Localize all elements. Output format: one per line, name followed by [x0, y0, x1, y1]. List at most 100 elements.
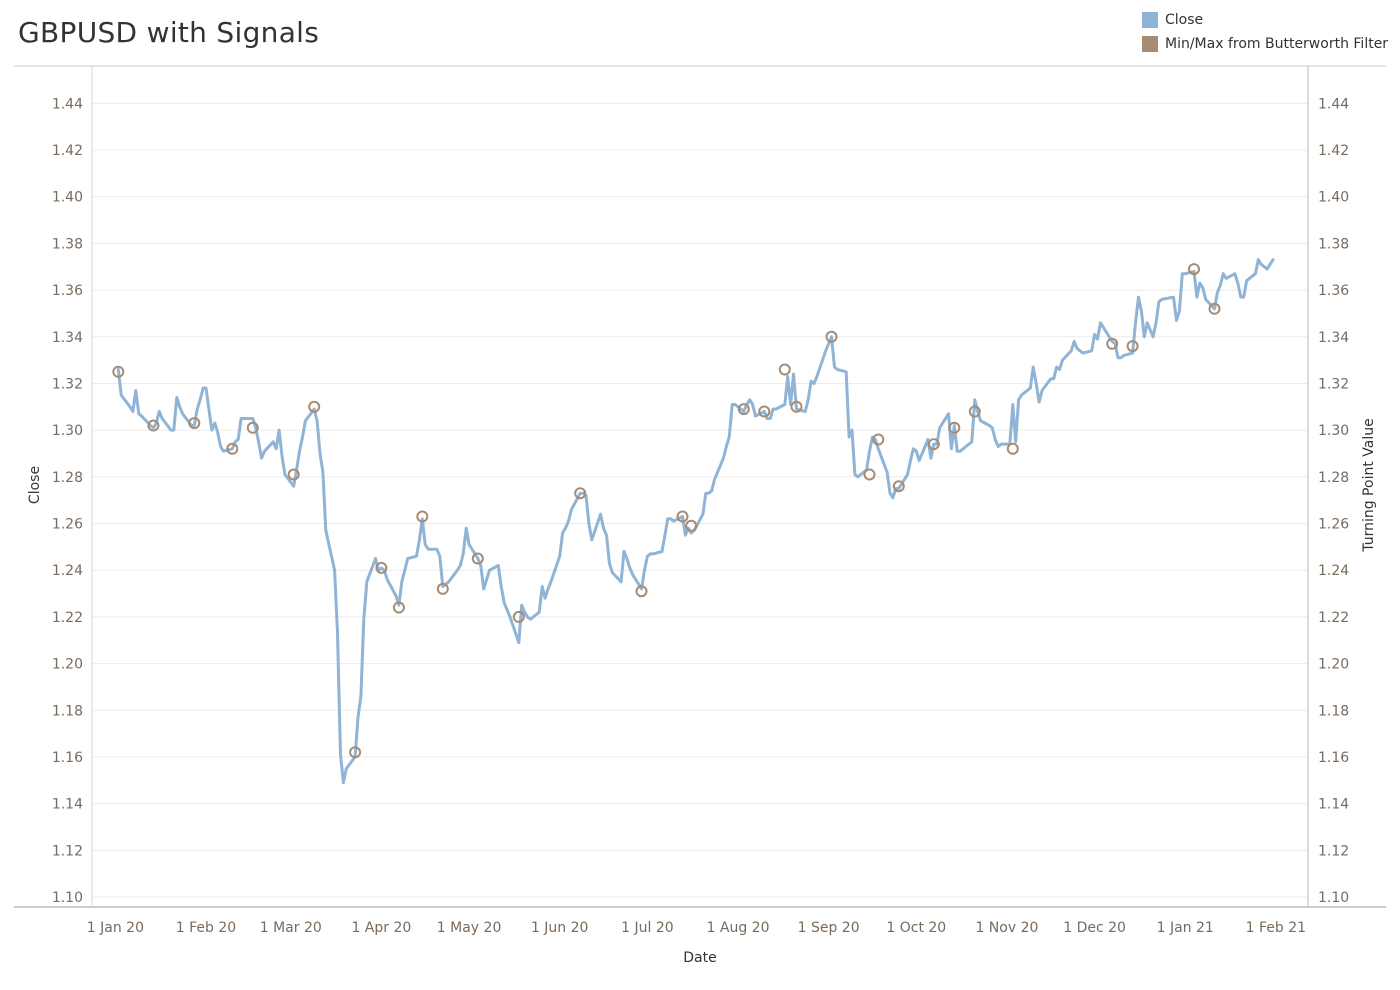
- y-tick-label: 1.18: [52, 703, 83, 719]
- y2-tick-label: 1.36: [1318, 283, 1349, 299]
- series-line-close: [116, 258, 1275, 785]
- line-layer: [116, 258, 1275, 785]
- signal-marker: [892, 480, 905, 493]
- legend-item-signals[interactable]: Min/Max from Butterworth Filter: [1142, 32, 1388, 56]
- legend-swatch-signals: [1142, 36, 1158, 52]
- y2-tick-label: 1.20: [1318, 657, 1349, 673]
- y2-tick-label: 1.38: [1318, 236, 1349, 252]
- signal-marker: [574, 487, 587, 500]
- x-tick-label: 1 Jan 21: [1157, 920, 1214, 936]
- y2-axis-label: Turning Point Value: [1361, 418, 1377, 552]
- signal-marker: [927, 438, 940, 451]
- legend-label-signals: Min/Max from Butterworth Filter: [1165, 36, 1389, 52]
- signal-marker: [308, 400, 321, 413]
- signal-marker: [226, 442, 239, 455]
- x-tick-label: 1 Oct 20: [886, 920, 946, 936]
- y2-tick-label: 1.34: [1318, 330, 1349, 346]
- signal-marker: [112, 365, 125, 378]
- legend-label-close: Close: [1165, 12, 1204, 28]
- signal-marker: [147, 419, 160, 432]
- signal-marker: [436, 582, 449, 595]
- signal-marker: [287, 468, 300, 481]
- signal-marker: [737, 403, 750, 416]
- y-tick-label: 1.36: [52, 283, 83, 299]
- signal-marker: [968, 405, 981, 418]
- y2-tick-label: 1.10: [1318, 890, 1349, 906]
- y2-tick-label: 1.40: [1318, 190, 1349, 206]
- signal-marker: [392, 601, 405, 614]
- x-tick-label: 1 Jan 20: [87, 920, 144, 936]
- signal-marker: [1126, 340, 1139, 353]
- chart-title: GBPUSD with Signals: [18, 16, 320, 49]
- signal-marker: [188, 417, 201, 430]
- signal-marker: [349, 746, 362, 759]
- signal-marker: [416, 510, 429, 523]
- x-tick-label: 1 Dec 20: [1063, 920, 1126, 936]
- x-tick-label: 1 Jun 20: [531, 920, 589, 936]
- signal-marker: [685, 519, 698, 532]
- signal-marker: [1106, 337, 1119, 350]
- y-tick-label: 1.38: [52, 236, 83, 252]
- y-tick-label: 1.30: [52, 423, 83, 439]
- y-tick-label: 1.28: [52, 470, 83, 486]
- marker-layer: [112, 263, 1221, 759]
- signal-marker: [375, 561, 388, 574]
- grid-layer: [92, 102, 1308, 898]
- signal-marker: [471, 552, 484, 565]
- x-tick-layer: 1 Jan 20 1 Feb 20 1 Mar 20 1 Apr 20 1 May 20…: [87, 920, 1306, 936]
- signal-marker: [778, 363, 791, 376]
- y-tick-label: 1.16: [52, 750, 83, 766]
- y-tick-label: 1.32: [52, 376, 83, 392]
- y-tick-label: 1.20: [52, 657, 83, 673]
- legend-item-close[interactable]: Close: [1142, 8, 1388, 32]
- x-tick-label: 1 Mar 20: [260, 920, 322, 936]
- y-tick-label: 1.22: [52, 610, 83, 626]
- x-tick-label: 1 Sep 20: [798, 920, 860, 936]
- x-tick-label: 1 Aug 20: [707, 920, 770, 936]
- y-tick-label: 1.34: [52, 330, 83, 346]
- y-tick-label: 1.12: [52, 843, 83, 859]
- x-tick-label: 1 Feb 21: [1246, 920, 1306, 936]
- y-tick-label: 1.40: [52, 190, 83, 206]
- y2-tick-label: 1.18: [1318, 703, 1349, 719]
- signal-marker: [948, 421, 961, 434]
- y2-tick-label: 1.24: [1318, 563, 1349, 579]
- legend-swatch-close: [1142, 12, 1158, 28]
- y-tick-label: 1.42: [52, 143, 83, 159]
- signal-marker: [872, 433, 885, 446]
- signal-marker: [863, 468, 876, 481]
- y2-tick-label: 1.12: [1318, 843, 1349, 859]
- y-tick-label: 1.14: [52, 797, 83, 813]
- signal-marker: [1208, 302, 1221, 315]
- y2-tick-label: 1.44: [1318, 96, 1349, 112]
- signal-marker: [790, 400, 803, 413]
- signal-marker: [1188, 263, 1200, 276]
- signal-marker: [1006, 442, 1019, 455]
- legend[interactable]: Close Min/Max from Butterworth Filter: [1142, 8, 1388, 56]
- y-tick-label: 1.44: [52, 96, 83, 112]
- y2-tick-label: 1.28: [1318, 470, 1349, 486]
- y-tick-layer: 1.10 1.10 1.12 1.12 1.14 1.14 1.16 1.16 1.18 1.18…: [52, 96, 1349, 906]
- signal-marker: [246, 421, 259, 434]
- x-tick-label: 1 Nov 20: [975, 920, 1038, 936]
- x-tick-label: 1 Feb 20: [176, 920, 236, 936]
- frame-layer: [14, 65, 1386, 908]
- y-tick-label: 1.10: [52, 890, 83, 906]
- y2-tick-label: 1.42: [1318, 143, 1349, 159]
- signal-marker: [758, 405, 771, 418]
- y-axis-label: Close: [27, 466, 43, 504]
- y2-tick-label: 1.14: [1318, 797, 1349, 813]
- y2-tick-label: 1.16: [1318, 750, 1349, 766]
- x-tick-label: 1 May 20: [437, 920, 502, 936]
- signal-marker: [635, 585, 648, 598]
- y2-tick-label: 1.26: [1318, 517, 1349, 533]
- signal-marker: [676, 510, 689, 523]
- x-tick-label: 1 Jul 20: [621, 920, 674, 936]
- y2-tick-label: 1.30: [1318, 423, 1349, 439]
- y2-tick-label: 1.22: [1318, 610, 1349, 626]
- x-tick-label: 1 Apr 20: [351, 920, 411, 936]
- signal-marker: [825, 330, 838, 343]
- signal-marker: [512, 610, 525, 623]
- x-axis-label: Date: [683, 950, 716, 966]
